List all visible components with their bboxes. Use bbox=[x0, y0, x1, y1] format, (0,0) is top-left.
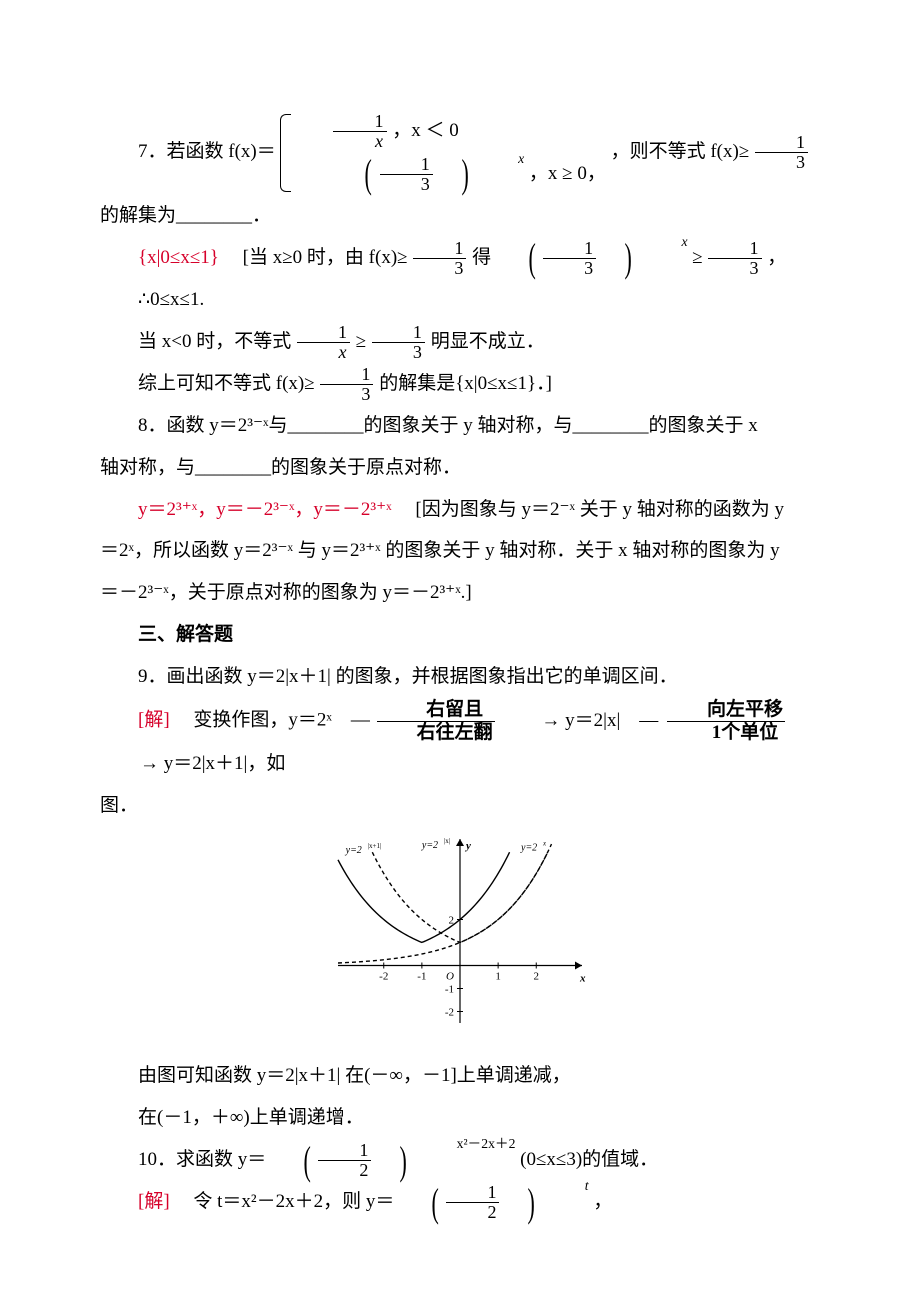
q7-stem-text-3: 的解集为________． bbox=[100, 205, 271, 226]
q8-stem-line1: 8．函数 y＝2³⁻ˣ与________的图象关于 y 轴对称，与_______… bbox=[100, 406, 820, 446]
svg-text:-2: -2 bbox=[379, 971, 388, 983]
q9-graph: -2-112-2-12Oxyy=2|x+1|y=2|x|y=2x bbox=[330, 831, 590, 1031]
q7-stem-text-2: ，则不等式 f(x)≥ bbox=[611, 141, 750, 162]
svg-text:1: 1 bbox=[495, 971, 501, 983]
q8-solution: y＝2³⁺ˣ，y＝－2³⁻ˣ，y＝－2³⁺ˣ [因为图象与 y＝2⁻ˣ 关于 y… bbox=[100, 490, 820, 530]
svg-text:y=2: y=2 bbox=[520, 843, 537, 854]
q8-sol-line3: ＝－2³⁻ˣ，关于原点对称的图象为 y＝－2³⁺ˣ.] bbox=[100, 573, 820, 613]
q9-conclusion-1: 由图可知函数 y＝2|x＋1| 在(－∞，－1]上单调递减， bbox=[100, 1056, 820, 1096]
q7-stem: 7．若函数 f(x)＝ 1x ，x ＜ 0 (13)x ，x ≥ 0， ，则不等… bbox=[100, 110, 820, 236]
q9-stem: 9．画出函数 y＝2|x＋1| 的图象，并根据图象指出它的单调区间． bbox=[100, 657, 820, 697]
q9-transform-1: 右留且 右往左翻 bbox=[377, 699, 495, 744]
q8-answer: y＝2³⁺ˣ，y＝－2³⁻ˣ，y＝－2³⁺ˣ bbox=[138, 499, 392, 520]
q10-sol-label: [解] bbox=[138, 1191, 170, 1212]
svg-text:-1: -1 bbox=[445, 984, 454, 996]
section-3-heading: 三、解答题 bbox=[100, 615, 820, 655]
q9-graph-container: -2-112-2-12Oxyy=2|x+1|y=2|x|y=2x bbox=[100, 831, 820, 1046]
svg-text:-1: -1 bbox=[417, 971, 426, 983]
svg-text:x: x bbox=[579, 973, 586, 985]
q9-sol-label: [解] bbox=[138, 710, 170, 731]
svg-text:2: 2 bbox=[534, 971, 540, 983]
q10-solution: [解] 令 t＝x²－2x＋2，则 y＝ (12)t ， bbox=[100, 1182, 820, 1222]
q9-solution-line2: 图． bbox=[100, 786, 820, 826]
q9-conclusion-2: 在(－1，＋∞)上单调递增． bbox=[100, 1098, 820, 1138]
svg-text:y=2: y=2 bbox=[421, 841, 438, 852]
svg-text:y=2: y=2 bbox=[345, 845, 362, 856]
q7-piecewise: 1x ，x ＜ 0 (13)x ，x ≥ 0， bbox=[280, 110, 605, 196]
q7-sol-line4: 综上可知不等式 f(x)≥ 13 的解集是{x|0≤x≤1}．] bbox=[100, 364, 820, 404]
q10-stem: 10．求函数 y＝ (12)x²－2x＋2 (0≤x≤3)的值域． bbox=[100, 1140, 820, 1180]
page: 7．若函数 f(x)＝ 1x ，x ＜ 0 (13)x ，x ≥ 0， ，则不等… bbox=[0, 0, 920, 1304]
q8-sol-line2: ＝2ˣ，所以函数 y＝2³⁻ˣ 与 y＝2³⁺ˣ 的图象关于 y 轴对称．关于 … bbox=[100, 531, 820, 571]
svg-text:x: x bbox=[542, 840, 547, 848]
q9-solution-line1: [解] 变换作图，y＝2ˣ — 右留且 右往左翻 → y＝2|x| — 向左平移… bbox=[100, 699, 820, 784]
q9-transform-2: 向左平移 1个单位 bbox=[667, 699, 785, 744]
svg-text:y: y bbox=[464, 840, 471, 852]
q7-sol-line2: ∴0≤x≤1. bbox=[100, 280, 820, 320]
svg-text:O: O bbox=[446, 971, 454, 983]
svg-text:|x+1|: |x+1| bbox=[368, 842, 382, 850]
svg-text:-2: -2 bbox=[445, 1007, 454, 1019]
q7-stem-text-1: 7．若函数 f(x)＝ bbox=[138, 141, 276, 162]
q7-sol-line1: {x|0≤x≤1} [当 x≥0 时，由 f(x)≥ 13 得 (13)x ≥ … bbox=[100, 238, 820, 278]
svg-text:|x|: |x| bbox=[444, 838, 450, 846]
q7-sol-line3: 当 x<0 时，不等式 1x ≥ 13 明显不成立． bbox=[100, 322, 820, 362]
q7-answer-set: {x|0≤x≤1} bbox=[138, 247, 219, 268]
q8-stem-line2: 轴对称，与________的图象关于原点对称． bbox=[100, 448, 820, 488]
